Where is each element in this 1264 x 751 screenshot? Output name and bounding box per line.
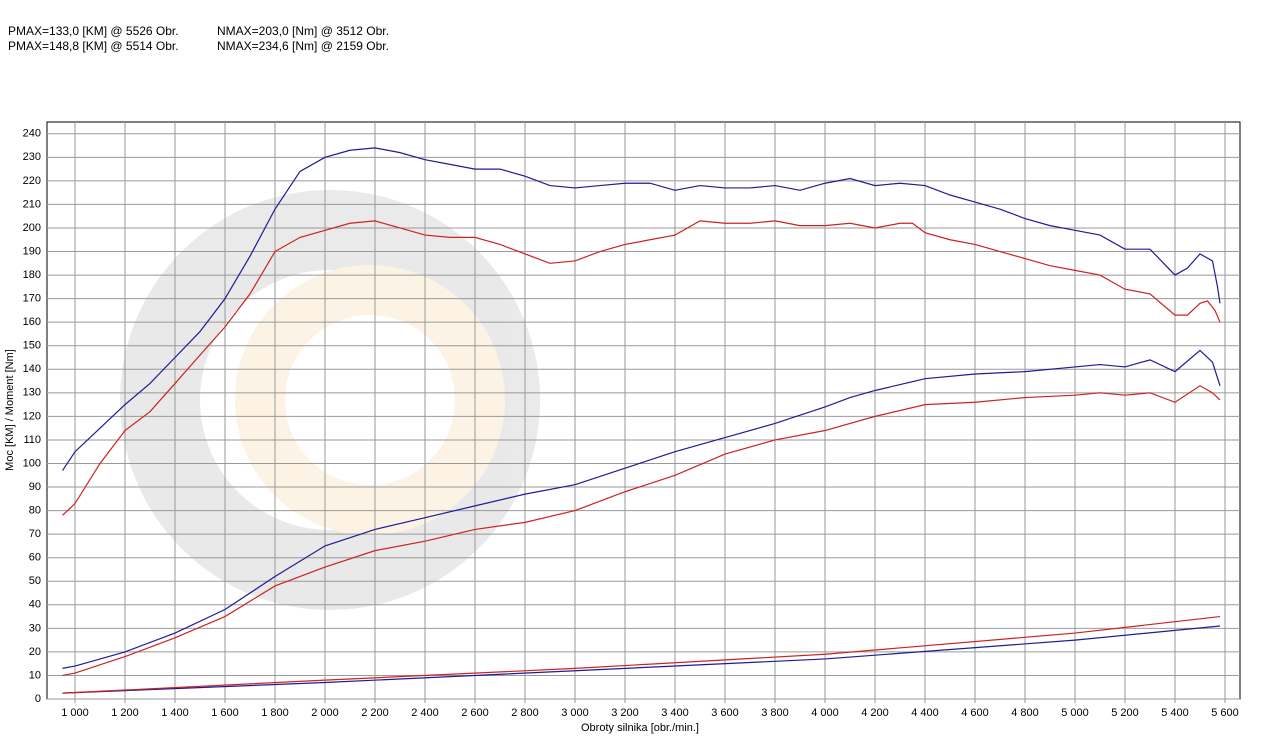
x-tick-label: 2 600 xyxy=(461,707,489,719)
x-tick-label: 2 200 xyxy=(361,707,389,719)
x-tick-label: 4 800 xyxy=(1011,707,1039,719)
y-tick-label: 120 xyxy=(23,410,41,422)
y-tick-label: 80 xyxy=(29,504,41,516)
y-tick-label: 150 xyxy=(23,340,41,352)
x-tick-label: 2 400 xyxy=(411,707,439,719)
y-tick-label: 140 xyxy=(23,363,41,375)
x-tick-label: 3 600 xyxy=(711,707,739,719)
header-text: NMAX=234,6 [Nm] @ 2159 Obr. xyxy=(217,39,389,53)
y-tick-label: 160 xyxy=(23,316,41,328)
x-tick-label: 3 800 xyxy=(761,707,789,719)
x-tick-label: 1 000 xyxy=(61,707,89,719)
y-tick-label: 170 xyxy=(23,293,41,305)
header-text: PMAX=148,8 [KM] @ 5514 Obr. xyxy=(8,39,179,53)
y-tick-label: 210 xyxy=(23,198,41,210)
curve xyxy=(62,385,1221,677)
y-tick-label: 60 xyxy=(29,552,41,564)
x-tick-label: 3 000 xyxy=(561,707,589,719)
x-axis-label: Obroty silnika [obr./min.] xyxy=(581,722,699,734)
header-text: PMAX=133,0 [KM] @ 5526 Obr. xyxy=(8,24,179,38)
x-tick-label: 2 800 xyxy=(511,707,539,719)
y-tick-label: 200 xyxy=(23,222,41,234)
watermark xyxy=(120,190,540,610)
y-tick-label: 230 xyxy=(23,151,41,163)
curve xyxy=(62,625,1221,694)
x-tick-label: 4 000 xyxy=(811,707,839,719)
y-tick-label: 20 xyxy=(29,646,41,658)
x-tick-label: 1 400 xyxy=(161,707,189,719)
y-tick-label: 220 xyxy=(23,175,41,187)
x-tick-label: 1 200 xyxy=(111,707,139,719)
y-tick-label: 70 xyxy=(29,528,41,540)
y-tick-label: 190 xyxy=(23,245,41,257)
y-tick-label: 40 xyxy=(29,599,41,611)
x-tick-label: 1 800 xyxy=(261,707,289,719)
y-tick-label: 10 xyxy=(29,669,41,681)
x-tick-label: 3 400 xyxy=(661,707,689,719)
x-tick-label: 5 600 xyxy=(1211,707,1239,719)
y-tick-label: 110 xyxy=(23,434,41,446)
y-tick-label: 100 xyxy=(23,457,41,469)
plot-area xyxy=(46,121,1241,700)
x-tick-label: 2 000 xyxy=(311,707,339,719)
x-tick-label: 5 400 xyxy=(1161,707,1189,719)
y-tick-label: 90 xyxy=(29,481,41,493)
y-tick-label: 30 xyxy=(29,622,41,634)
y-tick-label: 240 xyxy=(23,128,41,140)
x-tick-label: 5 200 xyxy=(1111,707,1139,719)
y-tick-label: 50 xyxy=(29,575,41,587)
curve xyxy=(62,220,1221,516)
y-tick-label: 130 xyxy=(23,387,41,399)
x-tick-label: 4 200 xyxy=(861,707,889,719)
x-tick-label: 4 600 xyxy=(961,707,989,719)
curve xyxy=(62,349,1221,669)
x-tick-label: 3 200 xyxy=(611,707,639,719)
y-axis-label: Moc [KM] / Moment [Nm] xyxy=(4,349,16,471)
header-text: NMAX=203,0 [Nm] @ 3512 Obr. xyxy=(217,24,389,38)
x-tick-label: 1 600 xyxy=(211,707,239,719)
x-tick-label: 5 000 xyxy=(1061,707,1089,719)
curve xyxy=(62,615,1221,694)
y-tick-label: 180 xyxy=(23,269,41,281)
curve xyxy=(62,147,1221,471)
y-tick-label: 0 xyxy=(35,693,41,705)
x-tick-label: 4 400 xyxy=(911,707,939,719)
